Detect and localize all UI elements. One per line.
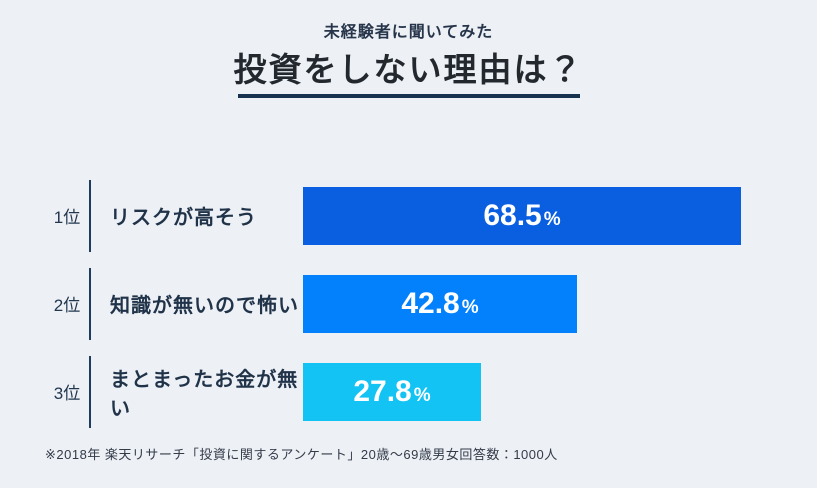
rank-label: 3位 [53,384,81,404]
bar-area: 42.8% [303,274,767,333]
page-title: 投資をしない理由は？ [233,51,584,88]
rank-label: 1位 [53,208,81,228]
rank-label: 2位 [53,296,81,316]
bar-chart: 1位 リスクが高そう 68.5% 2位 知識が無いので怖い 42.8% 3位 ま… [0,179,817,428]
category-label: まとまったお金が無い [110,368,299,420]
row-divider [89,267,91,340]
bar-unit: % [413,384,431,406]
bar-area: 27.8% [303,362,767,421]
source-note: ※2018年 楽天リサーチ「投資に関するアンケート」20歳～69歳男女回答数：1… [45,446,558,462]
bar-unit: % [461,296,479,318]
category-label: 知識が無いので怖い [110,295,299,318]
row-divider [89,355,91,428]
title-underline [237,93,580,98]
bar-value: 27.8 [353,374,412,408]
bar-value: 68.5 [483,198,542,232]
bar-rank-2: 42.8% [303,274,577,333]
bar-unit: % [543,208,561,230]
chart-subtitle: 未経験者に聞いてみた [323,24,494,41]
chart-row-3: 3位 まとまったお金が無い 27.8% [45,355,767,428]
chart-header: 未経験者に聞いてみた 投資をしない理由は？ [0,0,817,98]
bar-rank-1: 68.5% [303,186,741,245]
bar-area: 68.5% [303,186,767,245]
bar-value: 42.8 [401,286,460,320]
bar-rank-3: 27.8% [303,362,481,421]
chart-row-1: 1位 リスクが高そう 68.5% [45,179,767,252]
chart-row-2: 2位 知識が無いので怖い 42.8% [45,267,767,340]
category-label: リスクが高そう [110,207,257,230]
row-divider [89,179,91,252]
